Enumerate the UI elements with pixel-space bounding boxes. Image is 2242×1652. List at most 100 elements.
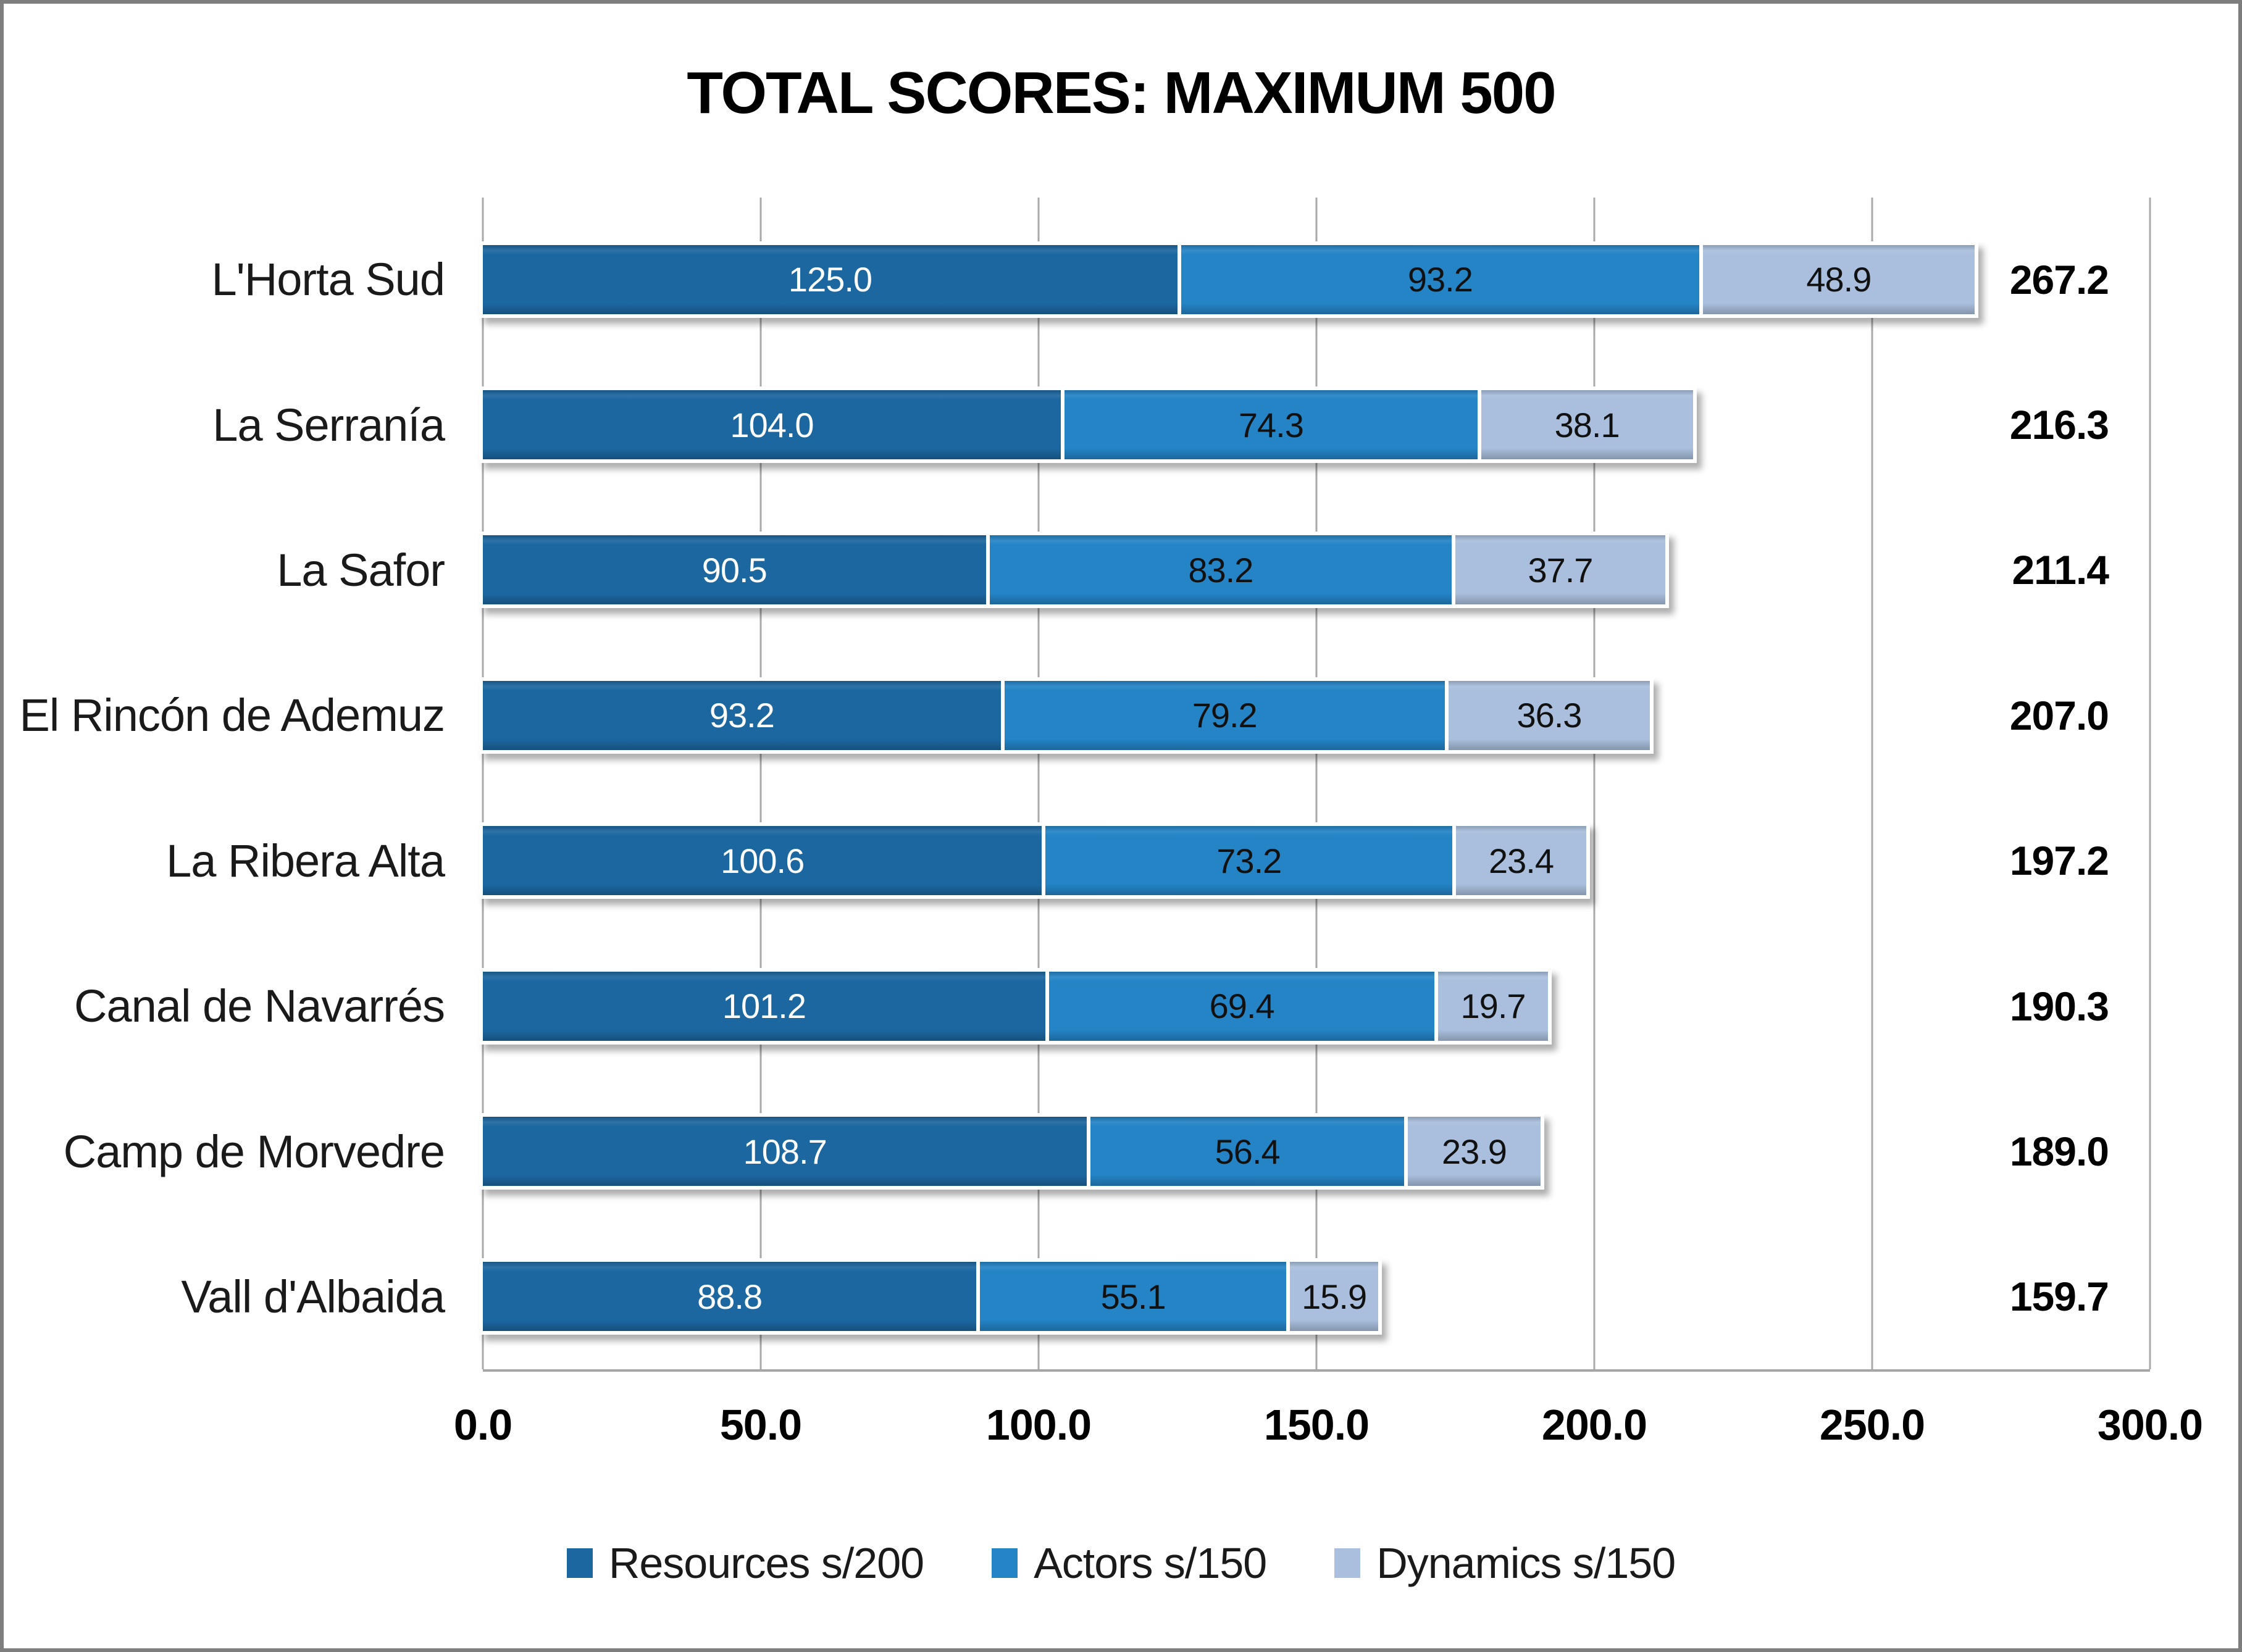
x-tick-label: 200.0 <box>1541 1401 1647 1449</box>
legend-item-actors: Actors s/150 <box>992 1538 1267 1588</box>
value-label: 100.6 <box>721 841 805 880</box>
category-label: La Safor <box>277 544 445 596</box>
value-label: 38.1 <box>1554 405 1620 444</box>
bar-segment-dynamics: 37.7 <box>1455 535 1665 605</box>
value-label: 19.7 <box>1460 987 1526 1026</box>
bar-row: Vall d'Albaida 88.8 55.1 15.9 159.7 <box>0 1224 2242 1369</box>
value-label: 23.9 <box>1441 1132 1507 1171</box>
legend-swatch-icon <box>566 1548 593 1578</box>
bar-segment-resources: 104.0 <box>483 390 1065 460</box>
value-label: 108.7 <box>743 1132 827 1171</box>
bar-segment-actors: 79.2 <box>1004 680 1449 750</box>
legend-label: Resources s/200 <box>608 1539 924 1587</box>
value-label: 69.4 <box>1209 987 1275 1026</box>
bar-segment-dynamics: 19.7 <box>1438 971 1548 1041</box>
x-tick-label: 0.0 <box>453 1401 512 1449</box>
legend-label: Actors s/150 <box>1034 1539 1267 1587</box>
bar-row: L'Horta Sud 125.0 93.2 48.9 267.2 <box>0 207 2242 352</box>
value-label: 36.3 <box>1516 696 1582 735</box>
stacked-bar: 100.6 73.2 23.4 <box>479 822 1590 899</box>
category-label: Vall d'Albaida <box>181 1270 445 1322</box>
gridline <box>1315 198 1318 1369</box>
category-label: La Ribera Alta <box>166 835 445 886</box>
x-tick-label: 300.0 <box>2097 1401 2203 1449</box>
bar-segment-dynamics: 23.4 <box>1456 826 1586 896</box>
value-label: 37.7 <box>1528 550 1593 590</box>
gridline <box>1593 198 1596 1369</box>
bar-segment-dynamics: 38.1 <box>1481 390 1693 460</box>
bars-area: L'Horta Sud 125.0 93.2 48.9 267.2 La Serranía… <box>0 207 2242 1369</box>
bar-segment-resources: 90.5 <box>483 535 990 605</box>
bar-segment-actors: 69.4 <box>1048 971 1439 1041</box>
total-label: 197.2 <box>2009 838 2109 884</box>
x-axis: 0.0 50.0 100.0 150.0 200.0 250.0 300.0 <box>454 1400 2203 1456</box>
bar-segment-dynamics: 23.9 <box>1407 1117 1541 1187</box>
bar-row: Canal de Navarrés 101.2 69.4 19.7 190.3 <box>0 933 2242 1078</box>
plot-area <box>482 198 2151 1372</box>
value-label: 104.0 <box>730 405 814 444</box>
total-label: 267.2 <box>2009 256 2109 302</box>
stacked-bar: 88.8 55.1 15.9 <box>479 1258 1382 1335</box>
x-tick-label: 100.0 <box>985 1401 1092 1449</box>
bar-row: La Serranía 104.0 74.3 38.1 216.3 <box>0 352 2242 497</box>
bar-segment-actors: 83.2 <box>989 535 1456 605</box>
legend-swatch-icon <box>992 1548 1018 1578</box>
total-label: 159.7 <box>2009 1274 2109 1320</box>
legend-item-dynamics: Dynamics s/150 <box>1334 1538 1676 1588</box>
stacked-bar: 90.5 83.2 37.7 <box>479 532 1669 609</box>
value-label: 55.1 <box>1100 1277 1166 1316</box>
value-label: 23.4 <box>1488 841 1554 880</box>
category-label: La Serranía <box>212 399 445 451</box>
chart-title: TOTAL SCORES: MAXIMUM 500 <box>687 60 1556 126</box>
value-label: 15.9 <box>1302 1277 1367 1316</box>
bar-row: La Safor 90.5 83.2 37.7 211.4 <box>0 498 2242 643</box>
stacked-bar: 108.7 56.4 23.9 <box>479 1113 1544 1190</box>
legend-item-resources: Resources s/200 <box>566 1538 924 1588</box>
legend: Resources s/200 Actors s/150 Dynamics s/15… <box>0 1538 2242 1588</box>
value-label: 56.4 <box>1215 1132 1281 1171</box>
legend-label: Dynamics s/150 <box>1376 1539 1676 1587</box>
value-label: 93.2 <box>1407 260 1473 299</box>
gridline <box>1037 198 1040 1369</box>
bar-segment-dynamics: 48.9 <box>1702 244 1975 314</box>
bar-segment-actors: 56.4 <box>1090 1117 1408 1187</box>
x-tick-label: 250.0 <box>1819 1401 1925 1449</box>
x-tick-label: 50.0 <box>719 1401 802 1449</box>
gridline <box>759 198 762 1369</box>
total-label: 207.0 <box>2009 692 2109 738</box>
category-label: Camp de Morvedre <box>63 1125 445 1177</box>
category-label: El Rincón de Ademuz <box>19 690 445 741</box>
value-label: 90.5 <box>701 550 768 590</box>
value-label: 74.3 <box>1238 405 1304 444</box>
stacked-bar: 104.0 74.3 38.1 <box>479 386 1697 464</box>
bar-segment-actors: 74.3 <box>1065 390 1481 460</box>
bar-segment-dynamics: 36.3 <box>1448 680 1650 750</box>
bar-segment-resources: 101.2 <box>483 971 1049 1041</box>
bar-row: Camp de Morvedre 108.7 56.4 23.9 189.0 <box>0 1078 2242 1224</box>
category-label: Canal de Navarrés <box>74 980 445 1032</box>
bar-segment-actors: 93.2 <box>1181 244 1703 314</box>
gridline <box>1871 198 1873 1369</box>
legend-swatch-icon <box>1334 1548 1361 1578</box>
value-label: 73.2 <box>1216 841 1282 880</box>
value-label: 83.2 <box>1188 550 1253 590</box>
value-label: 101.2 <box>722 987 806 1026</box>
bar-segment-resources: 125.0 <box>483 244 1181 314</box>
bar-segment-resources: 100.6 <box>483 826 1046 896</box>
bar-segment-resources: 93.2 <box>483 680 1005 750</box>
value-label: 48.9 <box>1806 260 1872 299</box>
stacked-bar: 125.0 93.2 48.9 <box>479 241 1978 318</box>
total-label: 211.4 <box>2012 547 2109 593</box>
bar-segment-dynamics: 15.9 <box>1290 1262 1379 1332</box>
stacked-bar: 93.2 79.2 36.3 <box>479 677 1654 754</box>
value-label: 93.2 <box>709 696 775 735</box>
bar-segment-actors: 55.1 <box>980 1262 1290 1332</box>
category-label: L'Horta Sud <box>211 254 445 306</box>
total-label: 190.3 <box>2009 983 2109 1029</box>
gridline <box>482 198 484 1369</box>
bar-segment-resources: 88.8 <box>483 1262 981 1332</box>
total-label: 189.0 <box>2009 1128 2109 1175</box>
bar-row: El Rincón de Ademuz 93.2 79.2 36.3 207.0 <box>0 643 2242 788</box>
bar-segment-resources: 108.7 <box>483 1117 1091 1187</box>
